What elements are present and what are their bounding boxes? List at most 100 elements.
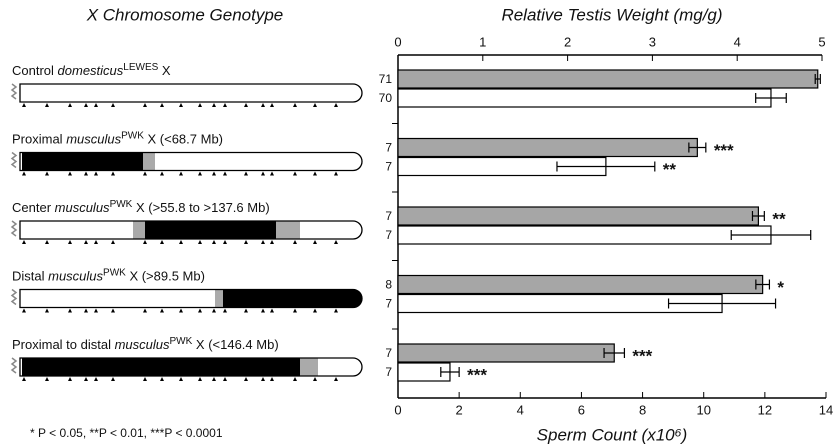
marker xyxy=(22,377,26,381)
centromere xyxy=(10,83,18,100)
label-sup: PWK xyxy=(103,267,126,278)
marker xyxy=(313,103,317,107)
marker xyxy=(68,171,72,176)
genotype-label: Center musculusPWK X (>55.8 to >137.6 Mb… xyxy=(12,199,270,216)
marker xyxy=(270,240,274,244)
n-label: 71 xyxy=(379,72,393,86)
error-bar xyxy=(688,142,707,153)
x2-tick-label: 4 xyxy=(517,402,524,417)
label-italic: domesticus xyxy=(58,63,124,78)
chromosome-outline xyxy=(19,83,363,103)
marker xyxy=(68,240,72,244)
marker xyxy=(212,240,216,244)
marker xyxy=(293,103,297,107)
marker xyxy=(45,240,49,244)
marker xyxy=(313,308,317,313)
error-bar xyxy=(814,74,821,84)
footnote: * P < 0.05, **P < 0.01, ***P < 0.0001 xyxy=(30,426,223,440)
bar xyxy=(397,69,819,89)
marker xyxy=(160,308,164,313)
n-label: 7 xyxy=(385,160,392,174)
centromere xyxy=(10,288,18,306)
marker xyxy=(179,308,183,313)
marker xyxy=(244,103,248,107)
label-suffix: X (<68.7 Mb) xyxy=(144,132,223,147)
x2-tick-label: 10 xyxy=(696,402,710,417)
marker xyxy=(45,377,49,381)
n-label: 7 xyxy=(385,228,392,242)
marker xyxy=(313,240,317,244)
marker xyxy=(143,240,147,244)
marker xyxy=(313,171,317,176)
error-bar xyxy=(440,367,460,377)
marker xyxy=(198,240,202,244)
n-label: 7 xyxy=(385,297,392,311)
marker xyxy=(261,377,265,381)
marker xyxy=(22,308,26,313)
marker xyxy=(84,377,88,381)
significance: * xyxy=(777,278,784,297)
significance: *** xyxy=(632,346,652,365)
marker xyxy=(293,308,297,313)
bar xyxy=(397,225,772,245)
chromosome xyxy=(20,84,362,102)
marker xyxy=(261,103,265,107)
marker xyxy=(22,103,26,107)
marker xyxy=(160,171,164,176)
marker xyxy=(84,171,88,176)
label-suffix: X (>89.5 Mb) xyxy=(126,269,205,284)
label-text: Control xyxy=(12,63,58,78)
marker xyxy=(293,240,297,244)
marker xyxy=(94,103,98,107)
left-title: X Chromosome Genotype xyxy=(86,5,284,24)
chromosome-region xyxy=(22,358,300,376)
marker xyxy=(198,171,202,176)
bar xyxy=(397,206,759,226)
marker xyxy=(212,377,216,381)
genotype-label: Control domesticusLEWES X xyxy=(12,62,171,79)
chromosome-region xyxy=(145,221,276,239)
marker xyxy=(68,377,72,381)
error-bar xyxy=(751,211,765,221)
x2-tick-label: 14 xyxy=(819,402,833,417)
marker xyxy=(22,240,26,244)
n-label: 7 xyxy=(385,209,392,223)
marker xyxy=(143,308,147,313)
marker xyxy=(84,103,88,107)
label-suffix: X xyxy=(158,63,171,78)
significance: *** xyxy=(714,141,734,160)
genotype-label: Distal musculusPWK X (>89.5 Mb) xyxy=(12,267,205,284)
x-tick-label: 4 xyxy=(734,34,741,49)
marker xyxy=(223,171,227,176)
marker xyxy=(111,240,115,244)
marker xyxy=(94,171,98,176)
marker xyxy=(212,103,216,107)
label-italic: musculus xyxy=(66,132,121,147)
x2-tick-label: 6 xyxy=(578,402,585,417)
error-bar xyxy=(755,93,787,103)
x2-tick-label: 2 xyxy=(456,402,463,417)
bar xyxy=(397,137,698,158)
chromosome-outline xyxy=(19,151,363,172)
label-suffix: X (<146.4 Mb) xyxy=(192,337,278,352)
chromosome-outline xyxy=(19,220,363,240)
significance: *** xyxy=(467,365,487,384)
marker xyxy=(179,377,183,381)
marker xyxy=(270,171,274,176)
chromosome-region xyxy=(300,358,318,376)
marker xyxy=(198,103,202,107)
marker xyxy=(84,240,88,244)
marker xyxy=(45,103,49,107)
label-italic: musculus xyxy=(55,200,110,215)
marker xyxy=(313,377,317,381)
marker xyxy=(293,377,297,381)
label-text: Distal xyxy=(12,269,48,284)
centromere xyxy=(10,151,18,169)
marker xyxy=(223,240,227,244)
marker xyxy=(334,377,338,381)
marker xyxy=(212,171,216,176)
error-bar xyxy=(556,161,656,172)
marker xyxy=(179,171,183,176)
marker xyxy=(111,171,115,176)
bar xyxy=(397,343,615,363)
